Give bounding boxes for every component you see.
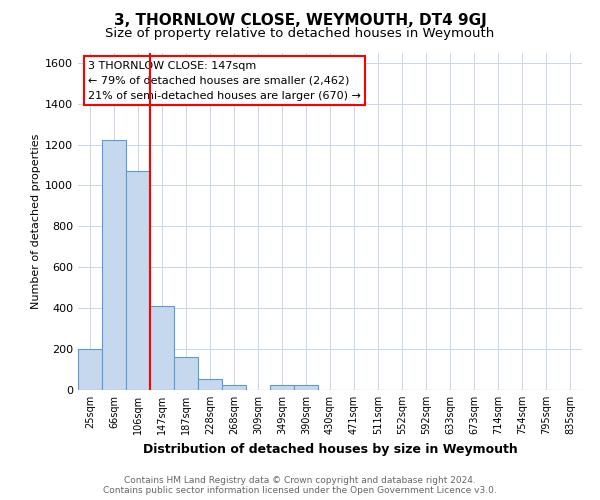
Bar — [198, 379, 222, 390]
Bar — [78, 349, 102, 390]
Bar — [294, 385, 318, 390]
Bar — [174, 358, 198, 390]
Bar — [150, 306, 174, 390]
Text: Size of property relative to detached houses in Weymouth: Size of property relative to detached ho… — [106, 28, 494, 40]
Bar — [102, 140, 126, 390]
Text: 3, THORNLOW CLOSE, WEYMOUTH, DT4 9GJ: 3, THORNLOW CLOSE, WEYMOUTH, DT4 9GJ — [113, 12, 487, 28]
Bar — [222, 385, 246, 390]
Text: Contains HM Land Registry data © Crown copyright and database right 2024.
Contai: Contains HM Land Registry data © Crown c… — [103, 476, 497, 495]
Y-axis label: Number of detached properties: Number of detached properties — [31, 134, 41, 309]
Bar — [270, 385, 294, 390]
X-axis label: Distribution of detached houses by size in Weymouth: Distribution of detached houses by size … — [143, 442, 517, 456]
Text: 3 THORNLOW CLOSE: 147sqm
← 79% of detached houses are smaller (2,462)
21% of sem: 3 THORNLOW CLOSE: 147sqm ← 79% of detach… — [88, 61, 361, 100]
Bar — [126, 171, 150, 390]
